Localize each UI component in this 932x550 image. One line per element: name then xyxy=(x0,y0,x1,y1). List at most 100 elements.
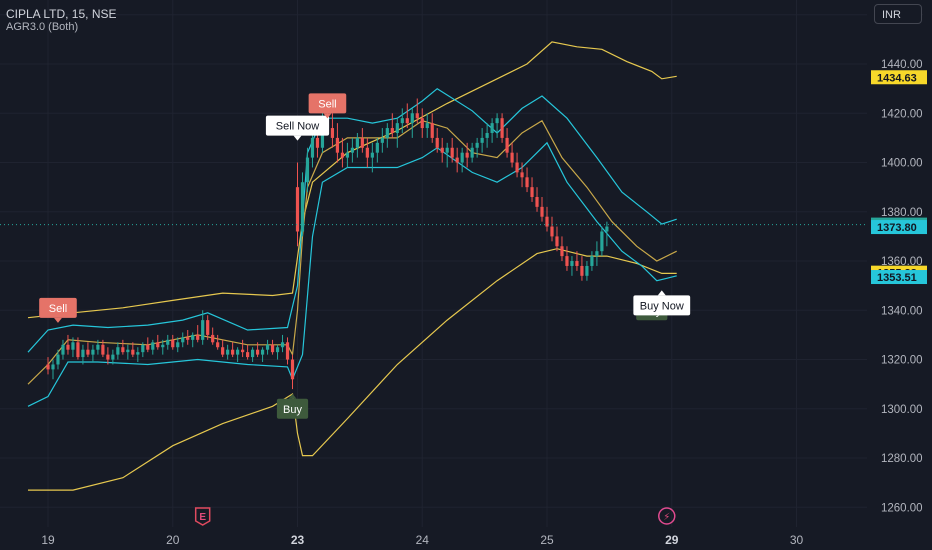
signal-note[interactable]: Sell Now xyxy=(265,115,330,141)
candle[interactable] xyxy=(151,339,155,355)
candle[interactable] xyxy=(580,256,584,281)
candle[interactable] xyxy=(51,359,55,380)
candle[interactable] xyxy=(360,128,364,153)
candle[interactable] xyxy=(96,339,100,355)
candle[interactable] xyxy=(590,251,594,271)
candle[interactable] xyxy=(390,113,394,138)
candle[interactable] xyxy=(500,113,504,143)
candle[interactable] xyxy=(385,123,389,148)
candle[interactable] xyxy=(191,332,195,348)
candle[interactable] xyxy=(176,337,180,353)
candle[interactable] xyxy=(136,347,140,363)
candle[interactable] xyxy=(146,337,150,353)
candle[interactable] xyxy=(101,339,105,358)
candle[interactable] xyxy=(280,334,285,353)
candle[interactable] xyxy=(181,332,185,348)
candle[interactable] xyxy=(111,349,115,365)
candle[interactable] xyxy=(330,113,335,148)
candle[interactable] xyxy=(355,132,359,158)
candle[interactable] xyxy=(585,261,589,281)
candle[interactable] xyxy=(550,216,554,242)
candle[interactable] xyxy=(440,137,444,163)
candle[interactable] xyxy=(505,128,509,158)
currency-button[interactable]: INR xyxy=(874,4,922,24)
signal-note[interactable]: Buy Now xyxy=(633,290,691,316)
candle[interactable] xyxy=(455,147,459,173)
candle[interactable] xyxy=(161,339,165,355)
candle[interactable] xyxy=(460,147,464,173)
candle[interactable] xyxy=(241,339,245,358)
candle[interactable] xyxy=(156,334,160,350)
candle[interactable] xyxy=(246,344,250,360)
candle[interactable] xyxy=(121,339,125,355)
candle[interactable] xyxy=(76,337,80,360)
candle[interactable] xyxy=(66,334,70,355)
candle[interactable] xyxy=(255,342,260,358)
symbol-title[interactable]: CIPLA LTD, 15, NSE xyxy=(6,7,117,21)
candle[interactable] xyxy=(335,123,340,163)
candle[interactable] xyxy=(420,108,424,138)
price-axis[interactable]: 1260.00 1280.00 1300.00 1320.00 1340.00 1360.… xyxy=(881,10,923,515)
candle[interactable] xyxy=(81,344,85,365)
candle[interactable] xyxy=(295,162,300,247)
candle[interactable] xyxy=(285,337,290,365)
candle[interactable] xyxy=(61,339,65,360)
candle[interactable] xyxy=(445,142,449,168)
candle[interactable] xyxy=(515,152,519,178)
candle[interactable] xyxy=(236,347,240,363)
candle[interactable] xyxy=(365,137,369,168)
candle[interactable] xyxy=(545,206,549,232)
candle[interactable] xyxy=(71,337,75,358)
candle[interactable] xyxy=(600,226,604,257)
candle[interactable] xyxy=(345,142,349,168)
candle[interactable] xyxy=(480,128,484,153)
candle[interactable] xyxy=(226,344,230,360)
candle[interactable] xyxy=(265,339,270,355)
candle[interactable] xyxy=(410,108,414,138)
candle[interactable] xyxy=(435,128,439,153)
candle[interactable] xyxy=(405,103,409,129)
candle[interactable] xyxy=(231,342,235,358)
candle[interactable] xyxy=(221,339,225,358)
candle[interactable] xyxy=(196,325,200,343)
dividend-icon[interactable]: ⚡ xyxy=(658,507,676,525)
candle[interactable] xyxy=(211,327,215,345)
candle[interactable] xyxy=(300,172,305,237)
candle[interactable] xyxy=(186,329,190,345)
signal-sell-tag[interactable]: Sell xyxy=(39,297,77,323)
candle[interactable] xyxy=(260,347,265,363)
candle[interactable] xyxy=(415,98,419,124)
candle[interactable] xyxy=(275,344,280,360)
candle[interactable] xyxy=(575,251,579,271)
candle[interactable] xyxy=(305,147,310,193)
candle[interactable] xyxy=(86,342,90,358)
candle[interactable] xyxy=(375,137,379,163)
signal-sell-tag[interactable]: Sell xyxy=(308,93,347,119)
candle[interactable] xyxy=(520,162,524,188)
candle[interactable] xyxy=(560,236,564,262)
time-axis[interactable]: 19 20 23 24 25 29 30 xyxy=(41,533,803,547)
candle[interactable] xyxy=(565,246,569,271)
candle[interactable] xyxy=(470,142,474,163)
candle[interactable] xyxy=(465,142,469,168)
candle[interactable] xyxy=(535,187,539,212)
earnings-icon[interactable]: E xyxy=(194,507,211,526)
candle[interactable] xyxy=(605,221,609,247)
candle[interactable] xyxy=(350,137,354,163)
candle[interactable] xyxy=(450,137,454,163)
candle[interactable] xyxy=(171,334,175,350)
candle[interactable] xyxy=(56,349,60,370)
candle[interactable] xyxy=(46,357,50,375)
candle[interactable] xyxy=(555,226,559,252)
candle[interactable] xyxy=(201,310,205,345)
candle[interactable] xyxy=(425,113,429,138)
candle[interactable] xyxy=(570,256,574,276)
candle[interactable] xyxy=(540,197,544,222)
candle[interactable] xyxy=(126,344,130,360)
candle[interactable] xyxy=(116,342,120,360)
candle[interactable] xyxy=(250,347,255,363)
candle[interactable] xyxy=(270,339,275,355)
candle[interactable] xyxy=(485,123,489,148)
candle[interactable] xyxy=(430,113,434,143)
